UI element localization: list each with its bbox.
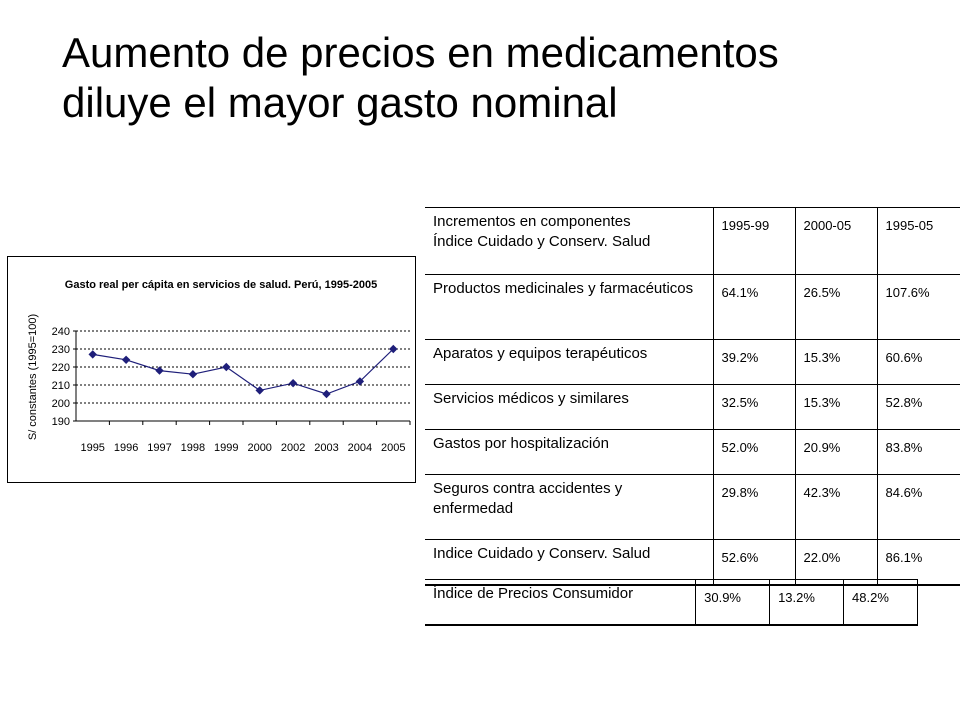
table-row: Aparatos y equipos terapéuticos 39.2% 15… (425, 339, 960, 385)
cell-value: 83.8% (876, 429, 960, 475)
table-row-total: Indice Cuidado y Conserv. Salud 52.6% 22… (425, 539, 960, 586)
col-header-1995-99: 1995-99 (712, 207, 796, 275)
cpi-table: Índice de Precios Consumidor 30.9% 13.2%… (425, 579, 918, 626)
x-tick-label: 2002 (281, 442, 305, 454)
cell-value: 39.2% (712, 339, 796, 385)
title-line-1: Aumento de precios en medicamentos (62, 29, 779, 76)
table-row: Servicios médicos y similares 32.5% 15.3… (425, 384, 960, 430)
x-tick-label: 2000 (247, 442, 271, 454)
data-point (88, 350, 97, 359)
data-point (188, 369, 198, 379)
cell-value: 15.3% (794, 384, 878, 430)
row-label: Productos medicinales y farmacéuticos (425, 274, 714, 340)
health-spending-chart: Gasto real per cápita en servicios de sa… (7, 256, 416, 483)
data-point (322, 389, 331, 399)
row-label: Indice Cuidado y Conserv. Salud (425, 539, 714, 586)
row-label: Seguros contra accidentes y enfermedad (425, 474, 714, 540)
header-label-line-1: Incrementos en componentes (433, 213, 631, 230)
data-point (288, 378, 298, 388)
cell-value: 84.6% (876, 474, 960, 540)
cell-value: 52.8% (876, 384, 960, 430)
y-tick-label: 220 (52, 362, 70, 374)
x-tick-label: 2004 (348, 442, 372, 454)
cell-value: 60.6% (876, 339, 960, 385)
y-tick-label: 190 (52, 416, 70, 428)
table-row: Productos medicinales y farmacéuticos 64… (425, 274, 960, 340)
x-tick-label: 1996 (114, 442, 138, 454)
title-line-2: diluye el mayor gasto nominal (62, 79, 618, 126)
chart-y-axis-label: S/ constantes (1995=100) (27, 314, 39, 440)
row-label: Servicios médicos y similares (425, 384, 714, 430)
chart-svg: Gasto real per cápita en servicios de sa… (27, 279, 411, 454)
table-row: Gastos por hospitalización 52.0% 20.9% 8… (425, 429, 960, 475)
cell-value: 29.8% (712, 474, 796, 540)
data-point (222, 362, 231, 372)
x-tick-label: 2003 (314, 442, 338, 454)
data-point (121, 355, 131, 365)
cell-value: 86.1% (876, 539, 960, 586)
cell-value: 107.6% (876, 274, 960, 340)
x-tick-label: 1998 (181, 442, 205, 454)
cell-value: 52.6% (712, 539, 796, 586)
y-tick-label: 200 (52, 398, 70, 410)
cell-value: 15.3% (794, 339, 878, 385)
table-row: Índice de Precios Consumidor 30.9% 13.2%… (425, 579, 918, 626)
row-label: Gastos por hospitalización (425, 429, 714, 475)
header-label-line-2: Índice Cuidado y Conserv. Salud (433, 233, 651, 250)
x-tick-label: 1995 (80, 442, 104, 454)
x-tick-label: 1997 (147, 442, 171, 454)
slide-title: Aumento de precios en medicamentos diluy… (62, 28, 942, 128)
cell-value: 52.0% (712, 429, 796, 475)
x-tick-label: 2005 (381, 442, 405, 454)
col-header-1995-05: 1995-05 (876, 207, 960, 275)
cell-value: 22.0% (794, 539, 878, 586)
series-line (92, 348, 394, 395)
chart-title: Gasto real per cápita en servicios de sa… (65, 279, 377, 291)
cell-value: 20.9% (794, 429, 878, 475)
data-point (255, 386, 264, 395)
cell-value: 42.3% (794, 474, 878, 540)
row-label: Aparatos y equipos terapéuticos (425, 339, 714, 385)
table-row: Seguros contra accidentes y enfermedad 2… (425, 474, 960, 540)
cell-value: 32.5% (712, 384, 796, 430)
cell-value: 26.5% (794, 274, 878, 340)
table-header-row: Incrementos en componentes Índice Cuidad… (425, 207, 960, 275)
cell-value: 48.2% (843, 579, 918, 626)
data-point (389, 344, 398, 354)
x-tick-label: 1999 (214, 442, 238, 454)
cell-value: 64.1% (712, 274, 796, 340)
cpi-label: Índice de Precios Consumidor (425, 579, 697, 626)
table-header-label: Incrementos en componentes Índice Cuidad… (425, 207, 714, 275)
cell-value: 13.2% (769, 579, 845, 626)
col-header-2000-05: 2000-05 (794, 207, 878, 275)
data-point (355, 377, 365, 386)
data-point (155, 366, 164, 375)
price-components-table: Incrementos en componentes Índice Cuidad… (425, 207, 960, 586)
y-tick-label: 240 (52, 326, 70, 338)
y-tick-label: 230 (52, 344, 70, 356)
cell-value: 30.9% (695, 579, 771, 626)
y-tick-label: 210 (52, 380, 70, 392)
